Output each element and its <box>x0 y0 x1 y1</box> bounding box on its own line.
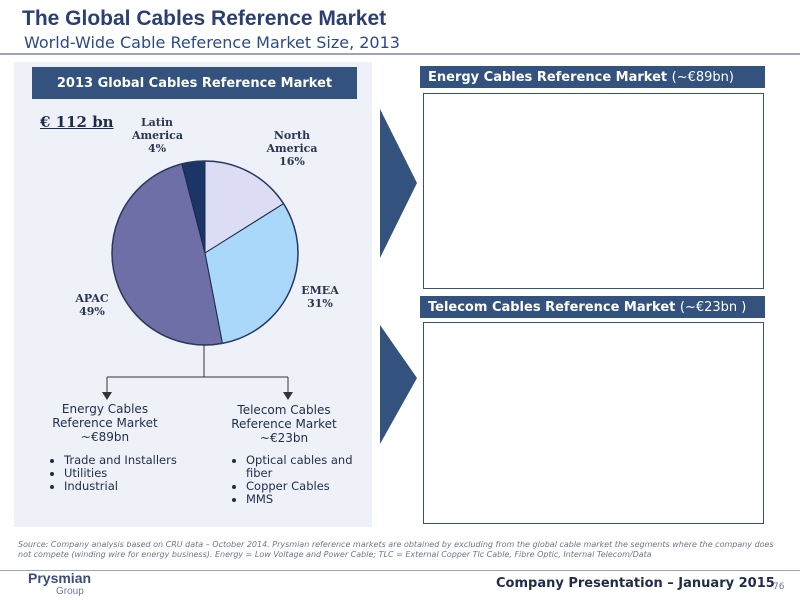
telecom-heading-text: Telecom Cables Reference Market <box>428 299 676 315</box>
telecom-market-heading: Telecom Cables Reference Market (~€23bn … <box>420 296 765 318</box>
telecom-subheading: Telecom Cables Reference Market ~€23bn <box>231 403 337 445</box>
energy-bullet: Utilities <box>64 467 180 480</box>
energy-bullet: Industrial <box>64 480 180 493</box>
pie-outline <box>111 160 299 346</box>
chevron-arrow-telecom <box>380 325 417 444</box>
company-logo: Prysmian <box>28 570 92 586</box>
company-logo-sub: Group <box>56 586 84 597</box>
telecom-bullet: MMS <box>246 493 372 506</box>
pie-chart-global <box>111 160 299 346</box>
telecom-heading-size: (~€23bn ) <box>679 299 747 315</box>
energy-heading-size: (~€89bn) <box>671 69 734 85</box>
global-label-emea: EMEA 31% <box>301 284 339 310</box>
global-label-latin-america: Latin America 4% <box>132 116 183 155</box>
global-market-heading: 2013 Global Cables Reference Market <box>32 67 357 99</box>
page-number: 76 <box>773 582 785 592</box>
source-note: Source: Company analysis based on CRU da… <box>18 540 774 559</box>
split-arrow-left <box>102 392 112 400</box>
energy-heading-text: Energy Cables Reference Market <box>428 69 668 85</box>
footer-divider <box>0 570 800 571</box>
title-divider <box>0 53 800 55</box>
split-arrow-right <box>283 392 293 400</box>
energy-bullet-list: Trade and Installers Utilities Industria… <box>50 454 180 493</box>
page-title: The Global Cables Reference Market <box>22 7 387 30</box>
energy-bullet: Trade and Installers <box>64 454 180 467</box>
telecom-chart-frame <box>423 322 764 524</box>
energy-chart-frame <box>423 93 764 289</box>
footer-presentation: Company Presentation – January 2015 <box>496 576 775 591</box>
total-market-size: € 112 bn <box>40 113 114 131</box>
telecom-bullet: Optical cables and fiber <box>246 454 372 480</box>
global-label-apac: APAC 49% <box>75 292 109 318</box>
telecom-bullet: Copper Cables <box>246 480 372 493</box>
telecom-bullet-list: Optical cables and fiber Copper Cables M… <box>232 454 372 506</box>
split-connector <box>106 345 289 394</box>
page-subtitle: World-Wide Cable Reference Market Size, … <box>24 33 400 52</box>
chevron-arrow-energy <box>380 109 417 258</box>
energy-market-heading: Energy Cables Reference Market (~€89bn) <box>420 66 765 88</box>
energy-subheading: Energy Cables Reference Market ~€89bn <box>52 402 158 444</box>
global-label-north-america: North America 16% <box>266 129 318 168</box>
